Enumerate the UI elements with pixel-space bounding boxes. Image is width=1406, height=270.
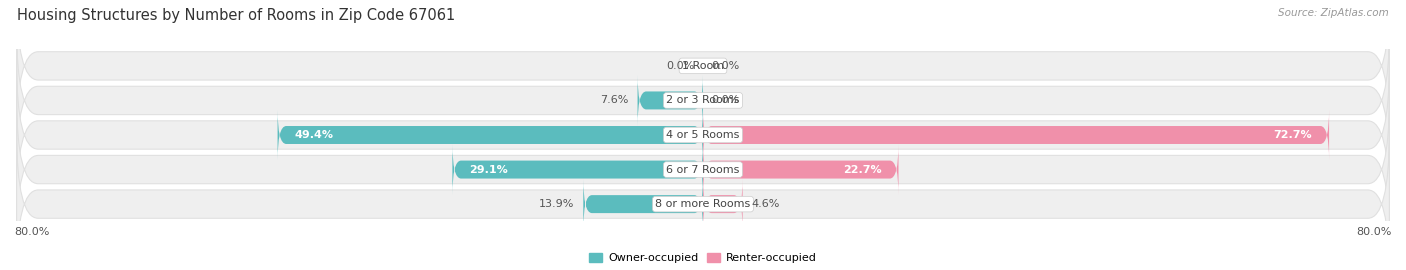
Text: 80.0%: 80.0%: [14, 227, 49, 237]
FancyBboxPatch shape: [453, 144, 703, 195]
FancyBboxPatch shape: [17, 28, 1389, 173]
FancyBboxPatch shape: [17, 132, 1389, 270]
Text: 4 or 5 Rooms: 4 or 5 Rooms: [666, 130, 740, 140]
Text: 4.6%: 4.6%: [751, 199, 779, 209]
FancyBboxPatch shape: [637, 75, 703, 126]
FancyBboxPatch shape: [703, 144, 898, 195]
Text: 80.0%: 80.0%: [1357, 227, 1392, 237]
Text: Housing Structures by Number of Rooms in Zip Code 67061: Housing Structures by Number of Rooms in…: [17, 8, 456, 23]
FancyBboxPatch shape: [17, 97, 1389, 242]
Text: 7.6%: 7.6%: [600, 95, 628, 106]
Text: 0.0%: 0.0%: [711, 61, 740, 71]
FancyBboxPatch shape: [277, 109, 703, 161]
FancyBboxPatch shape: [583, 178, 703, 230]
FancyBboxPatch shape: [703, 109, 1329, 161]
Text: 8 or more Rooms: 8 or more Rooms: [655, 199, 751, 209]
Text: 6 or 7 Rooms: 6 or 7 Rooms: [666, 164, 740, 175]
FancyBboxPatch shape: [703, 178, 742, 230]
Text: 2 or 3 Rooms: 2 or 3 Rooms: [666, 95, 740, 106]
Text: 13.9%: 13.9%: [540, 199, 575, 209]
Text: 1 Room: 1 Room: [682, 61, 724, 71]
Text: 49.4%: 49.4%: [295, 130, 333, 140]
FancyBboxPatch shape: [17, 0, 1389, 138]
Legend: Owner-occupied, Renter-occupied: Owner-occupied, Renter-occupied: [585, 248, 821, 268]
FancyBboxPatch shape: [17, 63, 1389, 207]
Text: Source: ZipAtlas.com: Source: ZipAtlas.com: [1278, 8, 1389, 18]
Text: 22.7%: 22.7%: [842, 164, 882, 175]
Text: 0.0%: 0.0%: [666, 61, 695, 71]
Text: 72.7%: 72.7%: [1274, 130, 1312, 140]
Text: 0.0%: 0.0%: [711, 95, 740, 106]
Text: 29.1%: 29.1%: [470, 164, 509, 175]
